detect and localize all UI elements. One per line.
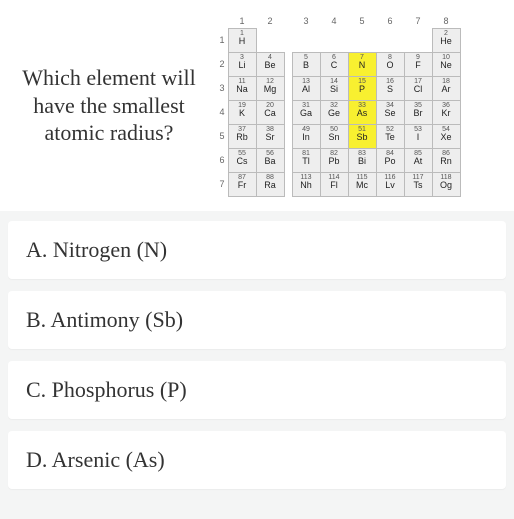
answer-option[interactable]: A. Nitrogen (N) [8, 221, 506, 279]
answer-list: A. Nitrogen (N) B. Antimony (Sb) C. Phosph… [0, 211, 514, 489]
element-cell: 116Lv [376, 172, 404, 196]
element-cell: 82Pb [320, 148, 348, 172]
col-header: 4 [320, 14, 348, 28]
periodic-table: 1234567811H2He23Li4Be5B6C7N8O9F10Ne311Na… [212, 14, 504, 197]
element-cell: 117Ts [404, 172, 432, 196]
element-cell: 114Fl [320, 172, 348, 196]
element-cell: 16S [376, 76, 404, 100]
element-cell: 3Li [228, 52, 256, 76]
element-cell: 36Kr [432, 100, 460, 124]
row-header: 7 [212, 172, 228, 196]
element-cell: 17Cl [404, 76, 432, 100]
col-header: 1 [228, 14, 256, 28]
element-cell: 9F [404, 52, 432, 76]
element-cell: 86Rn [432, 148, 460, 172]
element-cell: 83Bi [348, 148, 376, 172]
row-header: 6 [212, 148, 228, 172]
element-cell: 20Ca [256, 100, 284, 124]
element-cell: 7N [348, 52, 376, 76]
element-cell: 18Ar [432, 76, 460, 100]
element-cell: 4Be [256, 52, 284, 76]
element-cell: 49In [292, 124, 320, 148]
element-cell: 33As [348, 100, 376, 124]
answer-option[interactable]: B. Antimony (Sb) [8, 291, 506, 349]
element-cell: 10Ne [432, 52, 460, 76]
col-header: 3 [292, 14, 320, 28]
element-cell: 85At [404, 148, 432, 172]
element-cell: 11Na [228, 76, 256, 100]
periodic-table-grid: 1234567811H2He23Li4Be5B6C7N8O9F10Ne311Na… [212, 14, 461, 197]
element-cell: 54Xe [432, 124, 460, 148]
element-cell: 38Sr [256, 124, 284, 148]
element-cell: 113Nh [292, 172, 320, 196]
element-cell: 35Br [404, 100, 432, 124]
element-cell: 12Mg [256, 76, 284, 100]
element-cell: 6C [320, 52, 348, 76]
element-cell: 31Ga [292, 100, 320, 124]
element-cell: 88Ra [256, 172, 284, 196]
element-cell: 118Og [432, 172, 460, 196]
element-cell: 56Ba [256, 148, 284, 172]
element-cell: 13Al [292, 76, 320, 100]
element-cell: 37Rb [228, 124, 256, 148]
element-cell: 32Ge [320, 100, 348, 124]
col-header: 7 [404, 14, 432, 28]
element-cell: 50Sn [320, 124, 348, 148]
element-cell: 55Cs [228, 148, 256, 172]
element-cell: 14Si [320, 76, 348, 100]
element-cell: 8O [376, 52, 404, 76]
element-cell: 81Tl [292, 148, 320, 172]
col-header: 5 [348, 14, 376, 28]
element-cell: 87Fr [228, 172, 256, 196]
col-header: 8 [432, 14, 460, 28]
row-header: 1 [212, 28, 228, 52]
element-cell: 84Po [376, 148, 404, 172]
answer-option[interactable]: D. Arsenic (As) [8, 431, 506, 489]
row-header: 3 [212, 76, 228, 100]
question-text: Which element will have the smallest ato… [14, 64, 204, 147]
row-header: 5 [212, 124, 228, 148]
element-cell: 34Se [376, 100, 404, 124]
element-cell: 53I [404, 124, 432, 148]
row-header: 2 [212, 52, 228, 76]
col-header: 6 [376, 14, 404, 28]
answer-option[interactable]: C. Phosphorus (P) [8, 361, 506, 419]
element-cell: 52Te [376, 124, 404, 148]
question-card: Which element will have the smallest ato… [0, 0, 514, 211]
element-cell: 51Sb [348, 124, 376, 148]
element-cell: 19K [228, 100, 256, 124]
element-cell: 5B [292, 52, 320, 76]
col-header: 2 [256, 14, 284, 28]
row-header: 4 [212, 100, 228, 124]
element-cell: 2He [432, 28, 460, 52]
element-cell: 1H [228, 28, 256, 52]
element-cell: 15P [348, 76, 376, 100]
element-cell: 115Mc [348, 172, 376, 196]
